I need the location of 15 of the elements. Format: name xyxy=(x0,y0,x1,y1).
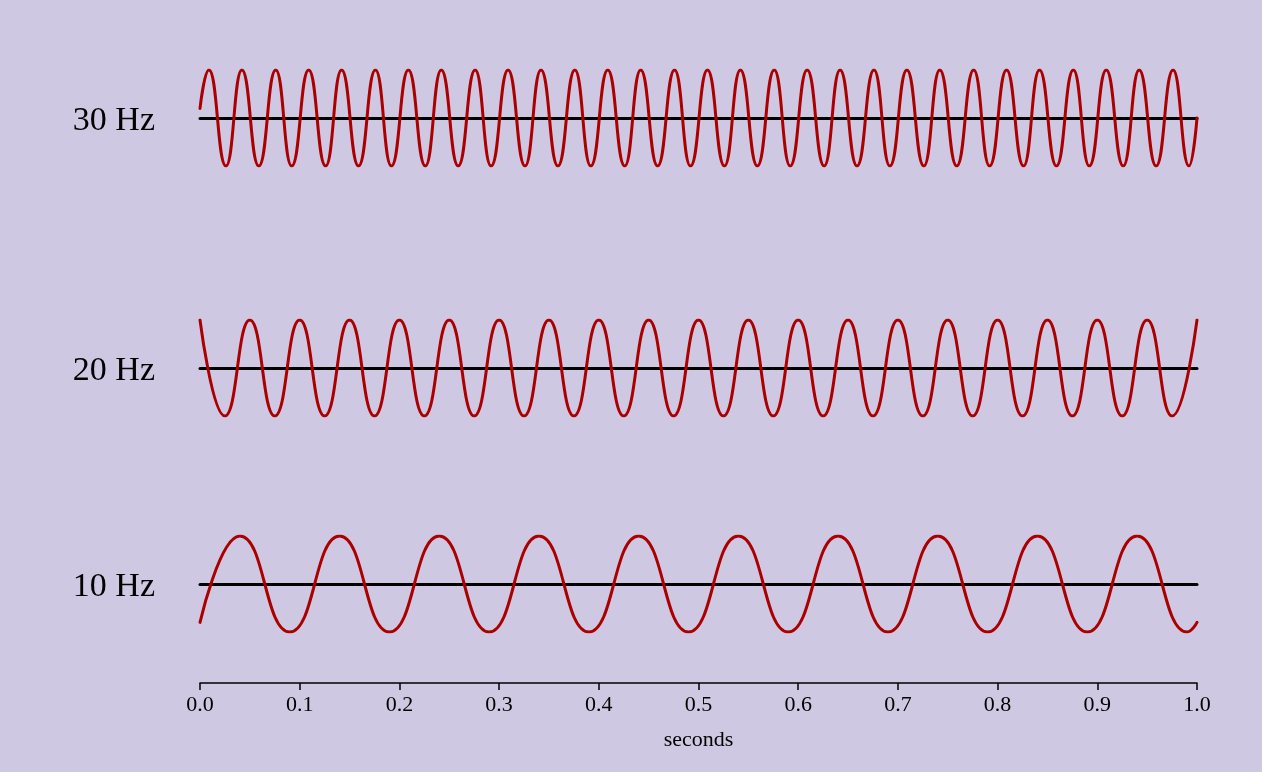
x-tick-label: 0.0 xyxy=(186,690,214,716)
x-tick-label: 0.4 xyxy=(585,690,613,716)
x-tick-label: 0.7 xyxy=(884,690,912,716)
x-tick-label: 0.1 xyxy=(285,690,314,716)
x-tick-label: 1.0 xyxy=(1183,690,1211,716)
x-tick-label: 0.8 xyxy=(983,690,1012,716)
x-tick-label: 0.3 xyxy=(485,690,513,716)
x-tick-label: 0.9 xyxy=(1083,690,1112,716)
x-tick-label: 0.6 xyxy=(784,690,812,716)
x-axis-title: seconds xyxy=(663,725,734,751)
x-tick-label: 0.2 xyxy=(385,690,414,716)
y-axis-title: 10 Hz xyxy=(72,565,155,603)
x-tick-label: 0.5 xyxy=(684,690,713,716)
y-axis-title: 30 Hz xyxy=(72,99,155,137)
y-axis-title: 20 Hz xyxy=(72,349,155,387)
